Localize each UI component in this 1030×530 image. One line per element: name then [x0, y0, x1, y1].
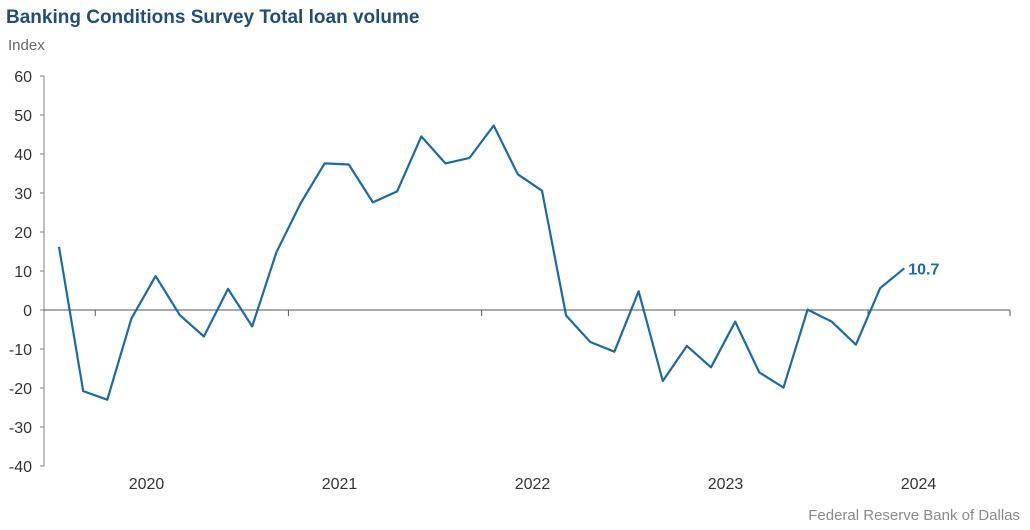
tick-labels: 60 50 40 30 20 10 0 -10 -20 -30 -40 2020 2021 2022 202…: [9, 69, 937, 493]
x-tick-label: 2024: [901, 476, 937, 493]
y-tick-label: -40: [9, 459, 32, 476]
chart-title: Banking Conditions Survey Total loan vol…: [6, 7, 420, 28]
x-tick-label: 2021: [322, 476, 358, 493]
series-layer: [57, 124, 905, 401]
y-tick-label: -10: [9, 342, 32, 359]
y-tick-label: 30: [14, 186, 32, 203]
y-tick-label: 60: [14, 69, 32, 86]
y-tick-label: -30: [9, 420, 32, 437]
y-tick-label: 10: [14, 264, 32, 281]
y-tick-label: -20: [9, 381, 32, 398]
series-line: [57, 124, 905, 401]
y-axis-label: Index: [8, 37, 45, 54]
y-tick-label: 20: [14, 225, 32, 242]
end-value-label: 10.7: [908, 261, 939, 278]
y-tick-label: 50: [14, 108, 32, 125]
x-tick-label: 2023: [708, 476, 744, 493]
axes: [40, 75, 1011, 467]
annotation-layer: 10.7: [908, 261, 939, 278]
x-tick-label: 2022: [515, 476, 551, 493]
x-tick-label: 2020: [129, 476, 165, 493]
y-tick-label: 40: [14, 147, 32, 164]
y-tick-label: 0: [23, 303, 32, 320]
source-note: Federal Reserve Bank of Dallas: [808, 507, 1020, 524]
